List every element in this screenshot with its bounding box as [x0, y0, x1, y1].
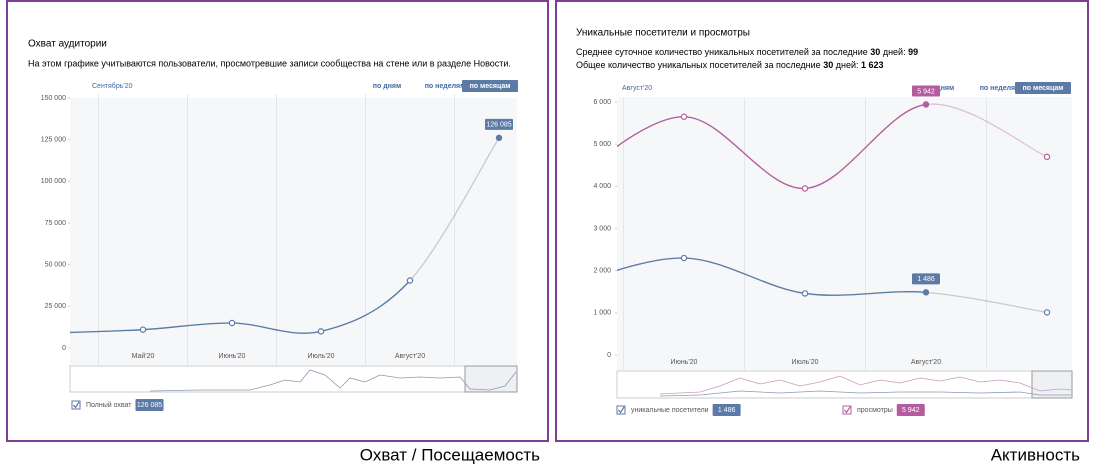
- series-line: [617, 103, 927, 190]
- stat-days: 30: [870, 47, 880, 57]
- caption: Активность: [991, 445, 1080, 464]
- stat-line: Среднее суточное количество уникальных п…: [576, 47, 918, 57]
- value-label: 1 486: [917, 276, 935, 283]
- legend-value: 126 085: [137, 402, 162, 409]
- x-tick-label: Июнь'20: [671, 359, 698, 366]
- x-tick-label: Август'20: [911, 359, 941, 366]
- legend-check: [73, 401, 80, 409]
- y-tick-label: 4 000: [593, 183, 611, 190]
- point: [317, 328, 325, 335]
- point: [51, 330, 56, 335]
- chart-subtitle: На этом графике учитываются пользователи…: [28, 58, 511, 68]
- point: [495, 134, 503, 142]
- x-tick-label: Август'20: [395, 353, 425, 360]
- point: [1043, 309, 1051, 316]
- legend-value: 1 486: [718, 407, 736, 414]
- x-tick-label: Июнь'20: [219, 353, 246, 360]
- value-badge: [485, 118, 513, 130]
- legend-value: 5 942: [902, 407, 920, 414]
- y-tick-label: 0: [62, 345, 66, 352]
- point: [560, 184, 565, 189]
- period-button[interactable]: по дням: [373, 83, 401, 90]
- value-badge: [912, 273, 940, 285]
- stat-value: 99: [908, 47, 918, 57]
- period-button-bg: [462, 80, 518, 92]
- period-label: Сентябрь'20: [92, 82, 133, 90]
- legend-checkbox: [71, 400, 81, 410]
- panel-frame: [555, 0, 1089, 442]
- point: [406, 277, 414, 284]
- legend-checkbox: [842, 405, 852, 415]
- point: [680, 254, 688, 262]
- legend-label: просмотры: [857, 407, 893, 414]
- y-tick-label: 125 000: [41, 137, 66, 144]
- value-badge: [912, 85, 940, 97]
- stat-days: 30: [823, 60, 833, 70]
- point: [228, 319, 236, 327]
- stat-text: Общее количество уникальных посетителей …: [576, 60, 821, 70]
- point: [922, 289, 930, 296]
- period-button-bg: [1015, 82, 1071, 94]
- y-tick-label: 150 000: [41, 95, 66, 102]
- y-tick-label: 5 000: [593, 141, 611, 148]
- period-button[interactable]: по месяцам: [470, 83, 511, 90]
- x-tick-label: Май'20: [132, 352, 155, 360]
- plot-area: [70, 98, 517, 365]
- period-button[interactable]: по неделям: [425, 83, 466, 90]
- legend-label: уникальные посетители: [631, 407, 709, 414]
- series-line: [617, 257, 927, 296]
- y-tick-label: 0: [607, 352, 611, 359]
- stat-value: 1 623: [861, 60, 884, 70]
- legend-badge: [135, 399, 164, 411]
- y-tick-label: 6 000: [593, 99, 611, 106]
- legend-badge: [712, 404, 741, 416]
- plot-lines: [560, 101, 1051, 316]
- chart-title: Уникальные посетители и просмотры: [576, 28, 750, 39]
- value-label: 5 942: [917, 88, 935, 95]
- y-tick-label: 2 000: [593, 268, 611, 275]
- legend-check: [844, 406, 851, 414]
- y-tick-label: 50 000: [45, 262, 67, 269]
- y-tick-label: 75 000: [45, 220, 67, 227]
- x-tick-label: Июль'20: [308, 353, 335, 360]
- period-button[interactable]: по месяцам: [1023, 85, 1064, 92]
- legend-badge: [896, 404, 925, 416]
- x-tick-label: Июль'20: [792, 359, 819, 366]
- y-tick-label: 25 000: [45, 303, 67, 310]
- plot-area: [617, 97, 1072, 370]
- point: [139, 326, 147, 333]
- stat-unit: дней:: [883, 47, 906, 57]
- value-label: 126 085: [486, 122, 511, 129]
- y-tick-label: 1 000: [593, 310, 611, 317]
- panel-frame: [6, 0, 549, 442]
- point: [1043, 153, 1051, 161]
- legend-check: [618, 406, 625, 414]
- y-tick-label: 100 000: [41, 178, 66, 185]
- period-label: Август'20: [622, 85, 652, 92]
- legend-label: Полный охват: [86, 401, 132, 409]
- period-button[interactable]: по неделям: [980, 85, 1021, 92]
- point: [922, 101, 930, 108]
- stat-line: Общее количество уникальных посетителей …: [576, 60, 884, 70]
- stat-text: Среднее суточное количество уникальных п…: [576, 47, 868, 57]
- navigator: [69, 365, 1073, 399]
- legend-checkbox: [616, 405, 626, 415]
- stat-unit: дней:: [836, 60, 859, 70]
- point: [801, 185, 809, 192]
- chart-title: Охват аудитории: [28, 39, 107, 50]
- point: [801, 290, 809, 297]
- point: [560, 285, 565, 290]
- point: [680, 113, 688, 120]
- caption: Охват / Посещаемость: [360, 445, 540, 464]
- y-tick-label: 3 000: [593, 225, 611, 232]
- plot-lines: [51, 134, 503, 335]
